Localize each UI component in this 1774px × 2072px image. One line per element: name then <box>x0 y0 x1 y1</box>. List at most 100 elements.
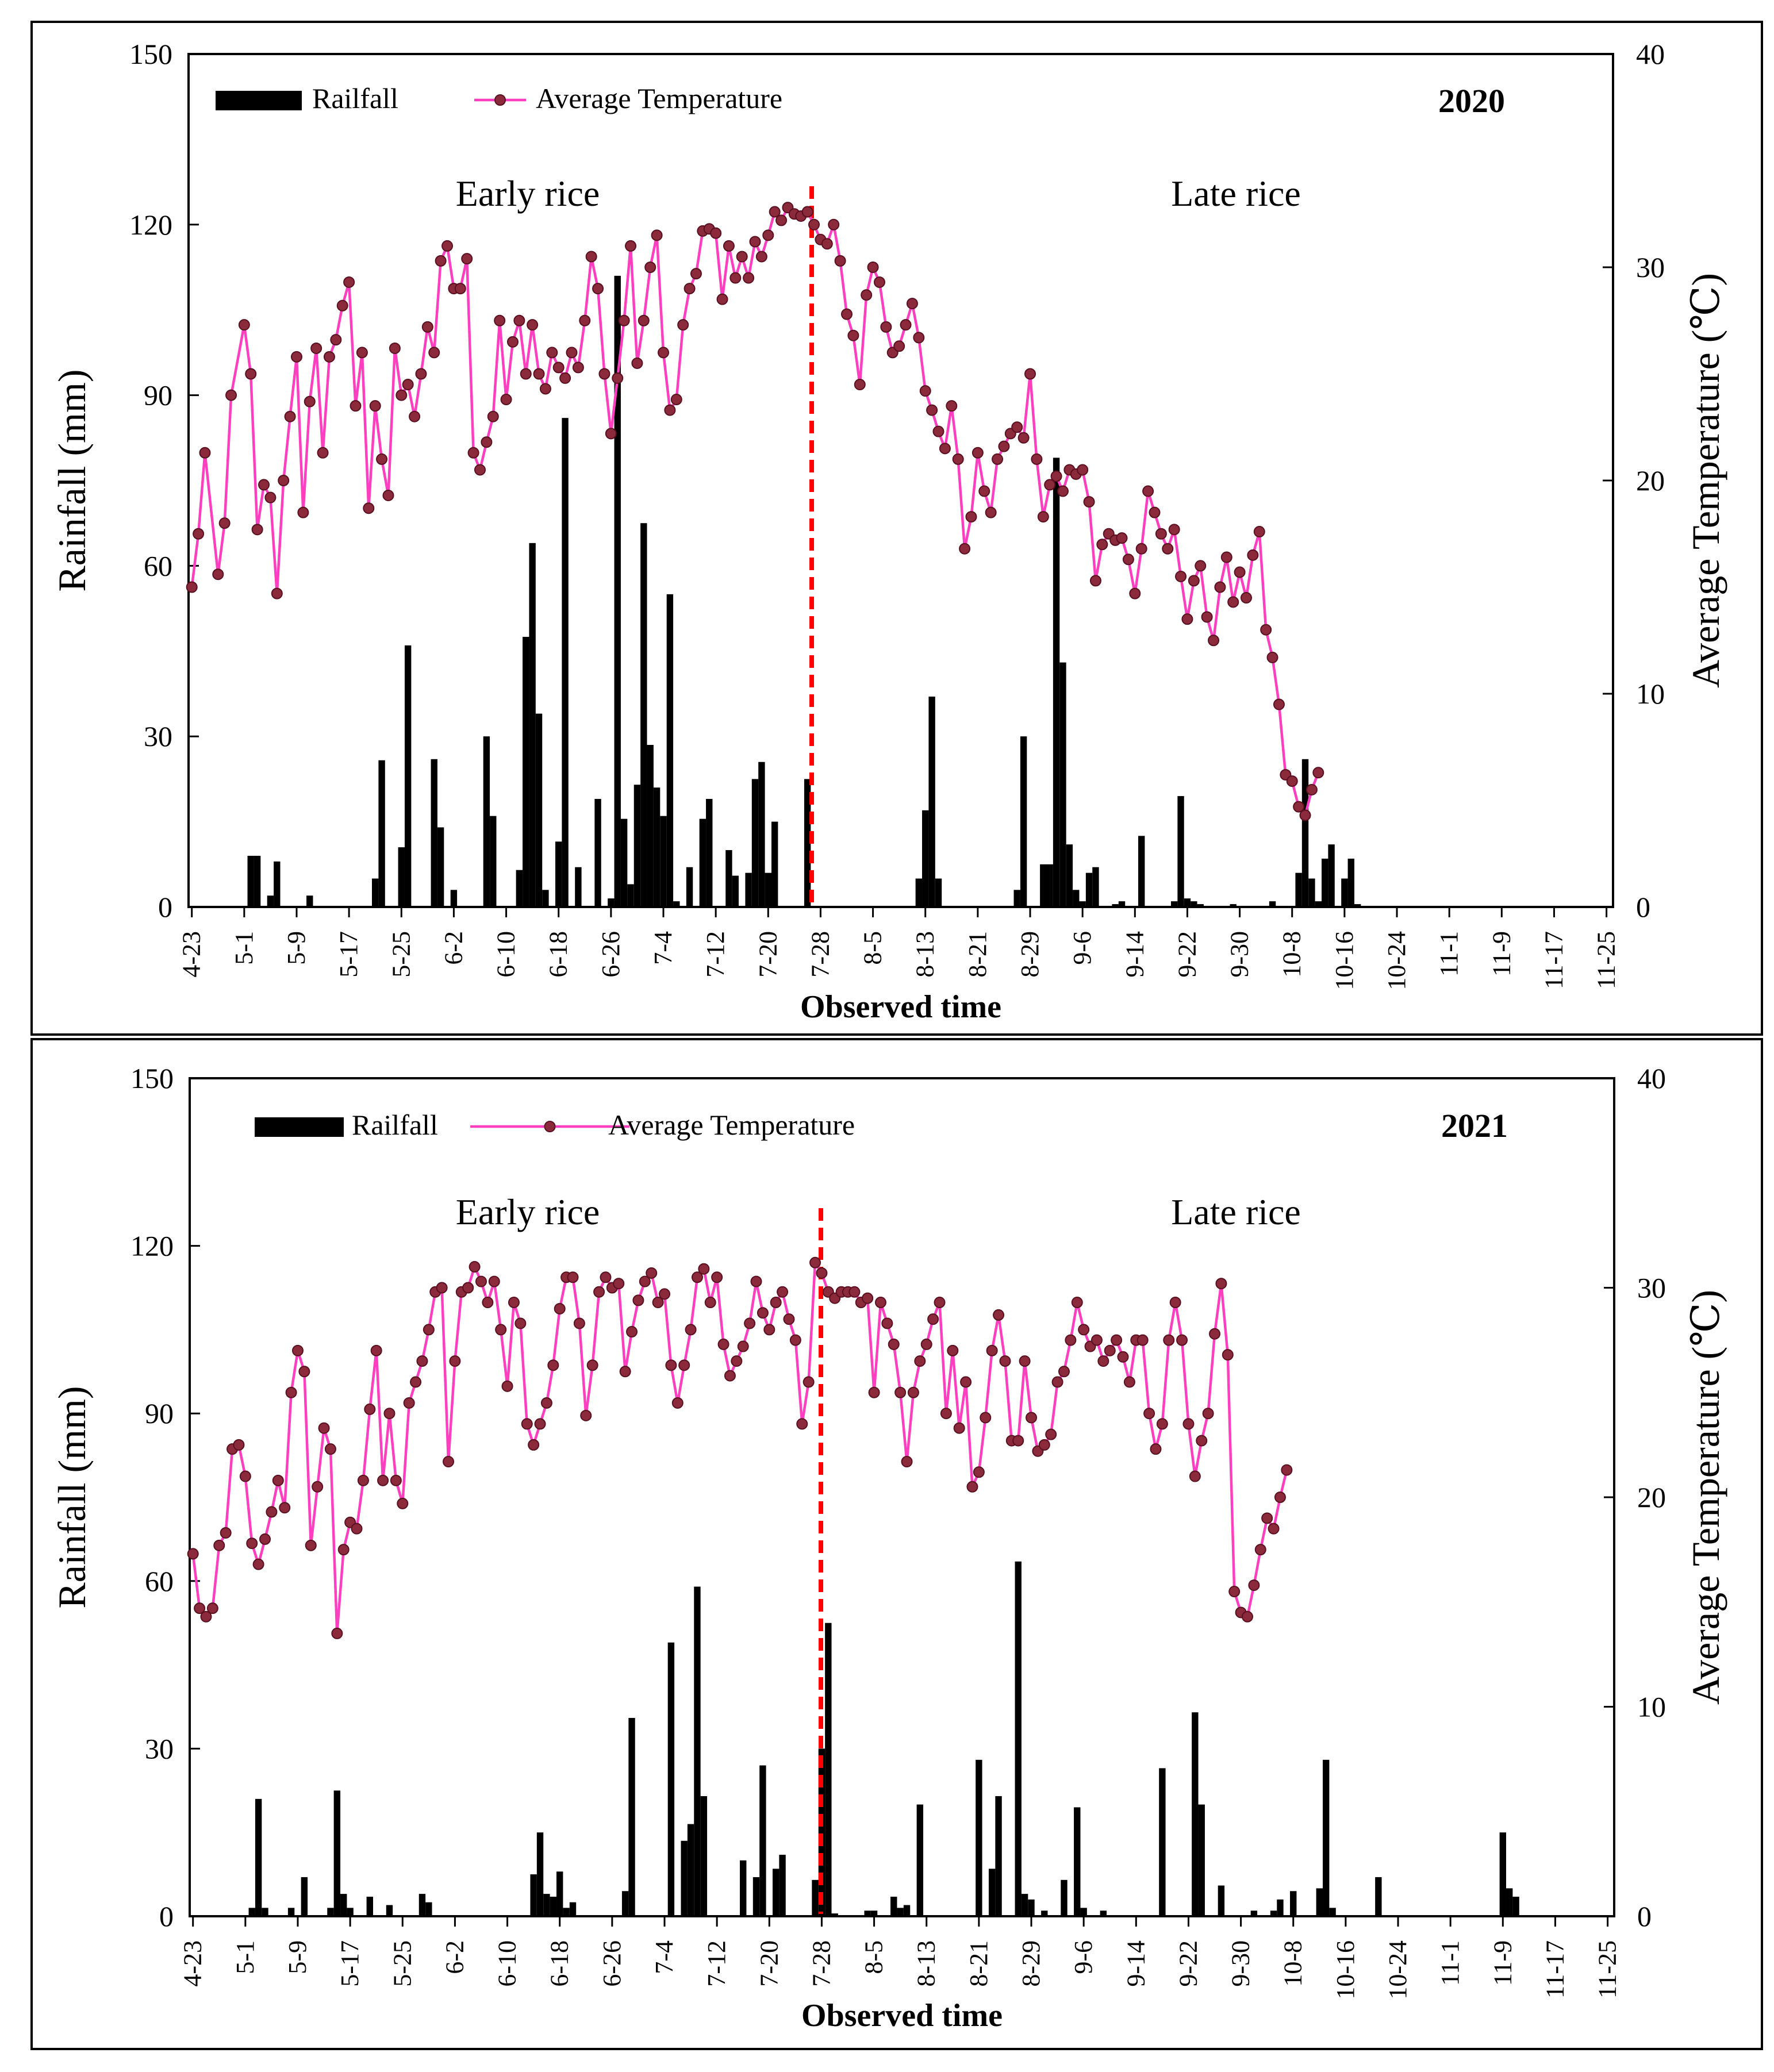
temperature-point <box>1122 553 1134 566</box>
temperature-point <box>284 410 296 422</box>
temperature-point <box>331 1627 343 1639</box>
rainfall-bar <box>752 1877 760 1916</box>
temperature-point <box>847 329 859 341</box>
rainfall-bar <box>1079 901 1086 907</box>
temperature-point <box>336 299 348 312</box>
rainfall-bar <box>740 1860 747 1916</box>
rainfall-bar <box>890 1896 897 1916</box>
temperature-point <box>416 1355 428 1367</box>
rainfall-bar <box>1028 1899 1035 1916</box>
temperature-point <box>488 1275 500 1287</box>
rainfall-bar <box>347 1908 354 1916</box>
temperature-point <box>546 347 558 359</box>
temperature-point <box>506 336 519 348</box>
rainfall-bar <box>398 847 405 907</box>
temperature-point <box>1201 611 1213 623</box>
temperature-point <box>749 236 761 248</box>
temperature-point <box>593 1286 605 1298</box>
rainfall-bar <box>1066 844 1073 907</box>
rainfall-bar <box>535 713 543 907</box>
rainfall-bar <box>437 827 444 907</box>
y-left-tick-label: 120 <box>130 1230 174 1262</box>
temperature-point <box>1051 1376 1063 1388</box>
temperature-point <box>337 1544 350 1556</box>
y-axis-right-title: Average Temperature (℃) <box>1684 1290 1727 1705</box>
x-tick-label: 6-2 <box>439 931 467 965</box>
temperature-point <box>744 1317 756 1329</box>
x-tick-label: 8-13 <box>911 931 939 978</box>
temperature-point <box>801 206 813 218</box>
x-tick-label: 5-17 <box>336 1940 364 1987</box>
rainfall-bar <box>1061 1879 1068 1916</box>
temperature-point <box>566 347 578 359</box>
temperature-point <box>927 1313 939 1325</box>
x-tick-label: 8-5 <box>859 931 887 965</box>
temperature-point <box>736 251 748 263</box>
temperature-point <box>789 1334 801 1346</box>
rainfall-bar <box>569 1902 577 1916</box>
temperature-point <box>514 1317 527 1329</box>
rainfall-bar <box>897 1908 904 1916</box>
temperature-point <box>783 1313 795 1325</box>
y-left-tick-label: 0 <box>158 891 172 923</box>
temperature-point <box>258 479 270 491</box>
temperature-point <box>671 1397 684 1409</box>
x-tick-label: 6-2 <box>440 1940 469 1974</box>
temperature-point <box>245 368 257 380</box>
temperature-point <box>410 1376 422 1388</box>
temperature-point <box>906 298 918 310</box>
temperature-point <box>731 1355 743 1367</box>
y-right-tick-label: 0 <box>1637 1900 1652 1932</box>
temperature-point <box>966 1481 978 1493</box>
temperature-point <box>475 1275 487 1287</box>
legend-rainfall-swatch <box>216 91 302 110</box>
temperature-point <box>1215 1278 1227 1290</box>
temperature-point <box>777 1286 789 1298</box>
temperature-point <box>310 342 322 354</box>
temperature-point <box>973 1466 985 1478</box>
temperature-point <box>953 1422 965 1434</box>
rainfall-bar <box>1329 1908 1336 1916</box>
temperature-point <box>194 1602 206 1614</box>
y-axis-left-title: Rainfall (mm) <box>50 369 94 591</box>
temperature-point <box>998 440 1010 452</box>
rainfall-bar <box>673 901 680 907</box>
rainfall-bar <box>1100 1910 1107 1916</box>
rainfall-bar <box>935 878 942 907</box>
x-tick-label: 11-9 <box>1487 931 1515 977</box>
temperature-point <box>521 1418 533 1430</box>
rainfall-bar <box>903 1905 911 1916</box>
rainfall-bar <box>700 1796 708 1916</box>
temperature-point <box>1104 1344 1116 1356</box>
temperature-point <box>462 1282 474 1294</box>
temperature-point <box>932 425 944 437</box>
temperature-point <box>873 276 885 288</box>
temperature-point <box>1019 1355 1031 1367</box>
rainfall-bar <box>248 1908 255 1916</box>
temperature-point <box>290 351 302 363</box>
temperature-point <box>572 362 584 374</box>
early-rice-label: Early rice <box>456 173 600 214</box>
temperature-point <box>704 1297 716 1309</box>
rainfall-bar <box>745 872 752 907</box>
y-left-tick-label: 30 <box>144 720 172 752</box>
temperature-point <box>960 1376 972 1388</box>
x-tick-label: 5-25 <box>387 931 415 978</box>
rainfall-bar <box>995 1796 1002 1916</box>
temperature-point <box>1195 560 1207 572</box>
rainfall-bar <box>529 543 536 907</box>
rainfall-bar <box>262 1908 268 1916</box>
temperature-point <box>1168 524 1180 536</box>
temperature-point <box>421 321 433 333</box>
x-tick-label: 7-20 <box>755 1940 783 1987</box>
rainfall-bar <box>1159 1768 1166 1916</box>
temperature-point <box>1208 635 1220 647</box>
y-right-tick-label: 20 <box>1637 1481 1666 1513</box>
x-tick-label: 6-18 <box>544 931 573 978</box>
temperature-point <box>1274 1491 1286 1503</box>
temperature-point <box>1162 543 1174 555</box>
temperature-point <box>717 1338 729 1350</box>
temperature-point <box>403 1397 415 1409</box>
legend-temperature-swatch-marker <box>544 1121 556 1132</box>
temperature-point <box>848 1286 861 1298</box>
